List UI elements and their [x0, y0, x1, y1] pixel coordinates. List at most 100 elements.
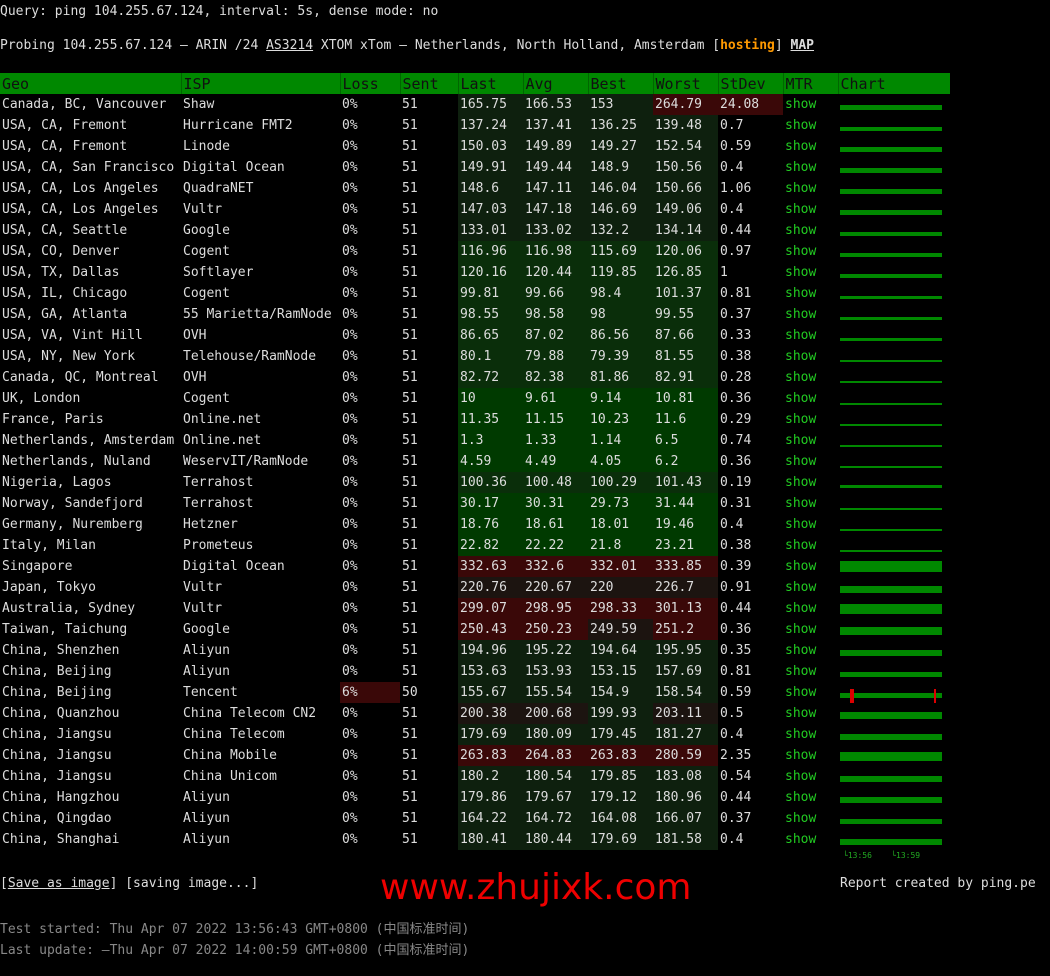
mtr-show-link[interactable]: show	[785, 349, 817, 364]
header-mtr[interactable]: MTR	[782, 73, 838, 94]
mtr-show-link[interactable]: show	[785, 202, 817, 217]
mtr-show-link[interactable]: show	[785, 664, 817, 679]
worst-cell: 126.85	[653, 262, 718, 283]
mtr-show-link[interactable]: show	[785, 307, 817, 322]
loss-cell: 0%	[342, 601, 358, 616]
best-cell: 1.14	[588, 430, 653, 451]
table-row: Australia, Sydney Vultr 0% 51 299.07 298.95 29…	[0, 598, 950, 619]
stdev-cell: 0.36	[720, 391, 752, 406]
mtr-show-link[interactable]: show	[785, 412, 817, 427]
worst-cell: 166.07	[653, 808, 718, 829]
latency-chart-cell	[838, 199, 950, 220]
mtr-show-link[interactable]: show	[785, 160, 817, 175]
header-best[interactable]: Best	[587, 73, 653, 94]
mtr-show-link[interactable]: show	[785, 559, 817, 574]
isp-cell: Cogent	[183, 391, 230, 406]
mtr-show-link[interactable]: show	[785, 328, 817, 343]
mtr-show-link[interactable]: show	[785, 748, 817, 763]
table-row: China, Shenzhen Aliyun 0% 51 194.96 195.22 194…	[0, 640, 950, 661]
avg-cell: 149.89	[523, 136, 588, 157]
worst-cell: 23.21	[653, 535, 718, 556]
mtr-show-link[interactable]: show	[785, 517, 817, 532]
best-cell: 164.08	[588, 808, 653, 829]
best-cell: 148.9	[588, 157, 653, 178]
stdev-cell: 0.37	[720, 811, 752, 826]
mtr-show-link[interactable]: show	[785, 223, 817, 238]
mtr-show-link[interactable]: show	[785, 832, 817, 847]
best-cell: 21.8	[588, 535, 653, 556]
sent-cell: 51	[402, 118, 418, 133]
last-cell: 30.17	[458, 493, 523, 514]
mtr-show-link[interactable]: show	[785, 244, 817, 259]
mtr-show-link[interactable]: show	[785, 139, 817, 154]
best-cell: 179.69	[588, 829, 653, 850]
mtr-show-link[interactable]: show	[785, 580, 817, 595]
sent-cell: 51	[402, 559, 418, 574]
latency-chart-cell	[838, 388, 950, 409]
mtr-show-link[interactable]: show	[785, 622, 817, 637]
table-row: USA, TX, Dallas Softlayer 0% 51 120.16 120.44…	[0, 262, 950, 283]
header-stdev[interactable]: StDev	[717, 73, 783, 94]
isp-cell: Vultr	[183, 580, 223, 595]
avg-cell: 116.98	[523, 241, 588, 262]
mtr-show-link[interactable]: show	[785, 811, 817, 826]
header-loss[interactable]: Loss	[339, 73, 400, 94]
asn-link[interactable]: AS3214	[266, 38, 314, 53]
avg-cell: 166.53	[523, 94, 588, 115]
mtr-show-link[interactable]: show	[785, 643, 817, 658]
mtr-show-link[interactable]: show	[785, 475, 817, 490]
worst-cell: 251.2	[653, 619, 718, 640]
mtr-show-link[interactable]: show	[785, 97, 817, 112]
mtr-show-link[interactable]: show	[785, 433, 817, 448]
mtr-show-link[interactable]: show	[785, 286, 817, 301]
mtr-show-link[interactable]: show	[785, 370, 817, 385]
mtr-show-link[interactable]: show	[785, 706, 817, 721]
mtr-show-link[interactable]: show	[785, 790, 817, 805]
geo-cell: Italy, Milan	[2, 538, 96, 553]
watermark: www.zhujixk.com	[380, 867, 692, 908]
latency-chart-bar	[840, 359, 942, 363]
mtr-show-link[interactable]: show	[785, 685, 817, 700]
stdev-cell: 0.7	[720, 118, 744, 133]
sent-cell: 51	[402, 538, 418, 553]
table-row: USA, CO, Denver Cogent 0% 51 116.96 116.98 115…	[0, 241, 950, 262]
last-cell: 220.76	[458, 577, 523, 598]
latency-chart-cell	[838, 703, 950, 724]
isp-cell: Hurricane FMT2	[183, 118, 293, 133]
mtr-show-link[interactable]: show	[785, 454, 817, 469]
isp-cell: Linode	[183, 139, 230, 154]
map-link[interactable]: MAP	[790, 38, 815, 53]
mtr-show-link[interactable]: show	[785, 769, 817, 784]
header-worst[interactable]: Worst	[652, 73, 718, 94]
mtr-show-link[interactable]: show	[785, 181, 817, 196]
mtr-show-link[interactable]: show	[785, 391, 817, 406]
last-cell: 200.38	[458, 703, 523, 724]
mtr-show-link[interactable]: show	[785, 601, 817, 616]
last-cell: 86.65	[458, 325, 523, 346]
loss-cell: 0%	[342, 475, 358, 490]
header-isp[interactable]: ISP	[180, 73, 340, 94]
header-sent[interactable]: Sent	[399, 73, 458, 94]
mtr-show-link[interactable]: show	[785, 118, 817, 133]
header-last[interactable]: Last	[457, 73, 523, 94]
avg-cell: 200.68	[523, 703, 588, 724]
header-chart[interactable]: Chart	[837, 73, 950, 94]
save-as-image-link[interactable]: Save as image	[7, 876, 110, 891]
isp-cell: OVH	[183, 370, 207, 385]
probe-line: Probing 104.255.67.124 — ARIN /24 AS3214…	[0, 38, 814, 53]
last-cell: 10	[458, 388, 523, 409]
sent-cell: 51	[402, 790, 418, 805]
worst-cell: 10.81	[653, 388, 718, 409]
avg-cell: 164.72	[523, 808, 588, 829]
mtr-show-link[interactable]: show	[785, 265, 817, 280]
mtr-show-link[interactable]: show	[785, 496, 817, 511]
mtr-show-link[interactable]: show	[785, 727, 817, 742]
isp-cell: Online.net	[183, 412, 262, 427]
latency-chart-bar	[840, 380, 942, 384]
mtr-show-link[interactable]: show	[785, 538, 817, 553]
header-avg[interactable]: Avg	[522, 73, 588, 94]
last-cell: 18.76	[458, 514, 523, 535]
last-cell: 164.22	[458, 808, 523, 829]
avg-cell: 1.33	[523, 430, 588, 451]
header-geo[interactable]: Geo	[0, 73, 181, 94]
